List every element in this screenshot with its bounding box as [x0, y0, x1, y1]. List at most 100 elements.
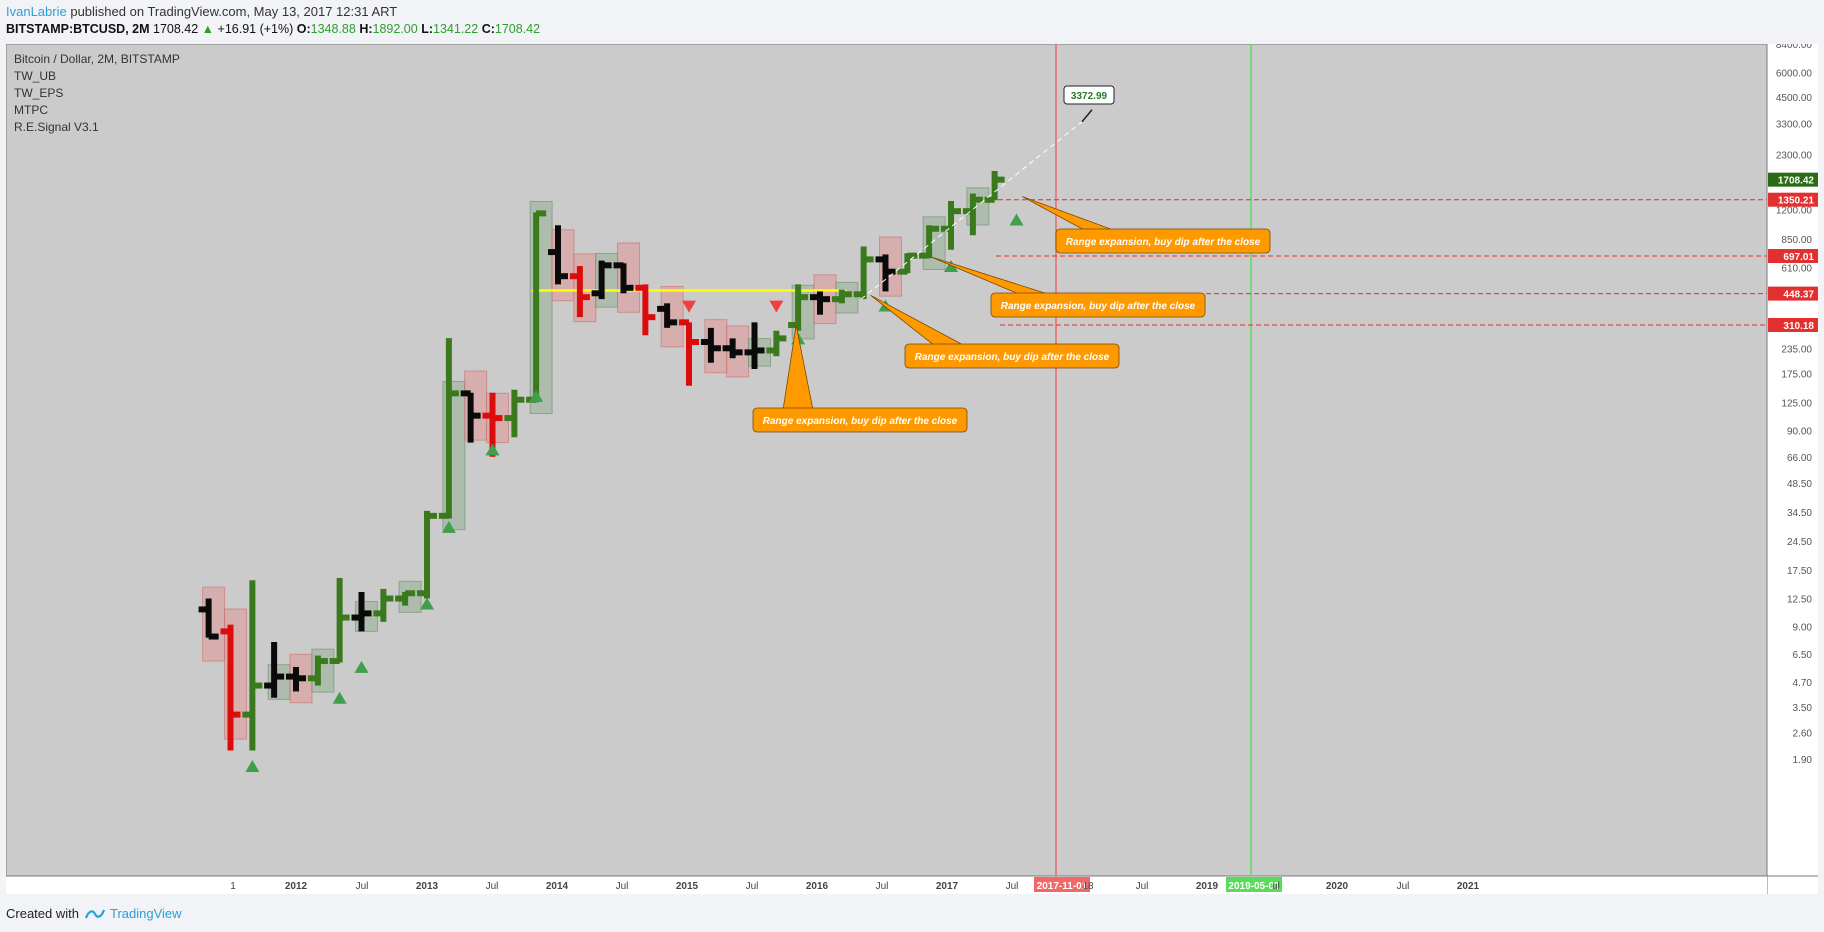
last-price-label: 1708.42 — [1778, 176, 1815, 187]
x-tick-label: 2016 — [806, 881, 829, 892]
y-tick-label: 1200.00 — [1776, 206, 1813, 217]
level-price-badge — [1768, 192, 1818, 207]
signal-up-arrow-icon — [245, 760, 260, 773]
level-price-label: 448.37 — [1783, 290, 1814, 301]
callout-text: Range expansion, buy dip after the close — [915, 352, 1110, 363]
level-price-label: 1350.21 — [1778, 196, 1815, 207]
callout-box[interactable] — [990, 292, 1206, 318]
signal-up-arrow-icon — [332, 691, 347, 704]
tradingview-link[interactable]: TradingView — [84, 906, 182, 921]
x-highlight-badge — [1226, 877, 1282, 892]
signal-up-arrow-icon — [529, 389, 544, 402]
level-price-badge — [1768, 286, 1818, 301]
callout-text: Range expansion, buy dip after the close — [763, 416, 958, 427]
author-link[interactable]: IvanLabrie — [6, 4, 67, 19]
y-tick-label: 90.00 — [1787, 426, 1812, 437]
x-highlight-label: 2019-05-01 — [1228, 881, 1280, 892]
level-price-label: 697.01 — [1783, 252, 1814, 263]
y-tick-label: 34.50 — [1787, 508, 1812, 519]
x-tick-label: 2017 — [936, 881, 959, 892]
open-value: 1348.88 — [310, 22, 356, 36]
target-label-box[interactable] — [1063, 85, 1115, 105]
published-text: published on TradingView.com, May 13, 20… — [70, 4, 398, 19]
chart-frame: Bitcoin / Dollar, 2M, BITSTAMP TW_UB TW_… — [5, 40, 1818, 894]
legend-tw-ub: TW_UB — [14, 69, 56, 83]
x-tick-label: 2014 — [546, 881, 569, 892]
low-value: 1341.22 — [433, 22, 479, 36]
symbol-label: BITSTAMP:BTCUSD, 2M — [6, 22, 150, 36]
up-arrow-icon: ▲ — [201, 22, 215, 36]
y-tick-label: 2.60 — [1793, 728, 1813, 739]
y-tick-label: 4.70 — [1793, 678, 1813, 689]
created-with-text: Created with — [6, 906, 79, 921]
y-tick-label: 175.00 — [1781, 370, 1812, 381]
price-change: +16.91 (+1%) — [217, 22, 294, 36]
x-tick-label: 1 — [230, 881, 236, 892]
y-tick-label: 17.50 — [1787, 566, 1812, 577]
x-tick-label: 2015 — [676, 881, 699, 892]
x-highlight-badge — [1034, 877, 1090, 892]
y-tick-label: 235.00 — [1781, 345, 1812, 356]
x-tick-label: Jul — [486, 881, 499, 892]
tradingview-logo-icon — [84, 909, 105, 918]
callout-text: Range expansion, buy dip after the close — [1066, 237, 1261, 248]
y-tick-label: 12.50 — [1787, 595, 1812, 606]
high-value: 1892.00 — [372, 22, 418, 36]
y-tick-label: 6000.00 — [1776, 69, 1813, 80]
x-tick-label: Jul — [1397, 881, 1410, 892]
y-tick-label: 9.00 — [1793, 623, 1813, 634]
legend-tw-eps: TW_EPS — [14, 86, 63, 100]
signal-up-arrow-icon — [944, 259, 958, 272]
legend-title: Bitcoin / Dollar, 2M, BITSTAMP — [14, 52, 180, 66]
level-price-badge — [1768, 249, 1818, 264]
low-label: L: — [421, 22, 434, 36]
x-highlight-label: 2017-11-01 — [1037, 881, 1088, 892]
x-tick-label: Jul — [1006, 881, 1019, 892]
publish-info: IvanLabrie published on TradingView.com,… — [6, 4, 397, 19]
signal-down-arrow-icon — [769, 300, 784, 313]
callout-text: Range expansion, buy dip after the close — [1001, 301, 1196, 312]
tradingview-brand-label: TradingView — [109, 906, 182, 921]
signal-up-arrow-icon — [485, 443, 500, 456]
signal-up-arrow-icon — [420, 597, 434, 610]
signal-up-arrow-icon — [441, 520, 456, 533]
footer: Created with TradingView — [6, 906, 182, 921]
level-price-label: 310.18 — [1783, 321, 1814, 332]
x-tick-label: Jul — [356, 881, 369, 892]
x-tick-label: Jul — [1136, 881, 1149, 892]
y-tick-label: 850.00 — [1781, 235, 1812, 246]
y-tick-label: 4500.00 — [1776, 93, 1813, 104]
y-tick-label: 3300.00 — [1776, 120, 1813, 131]
indicator-legend: Bitcoin / Dollar, 2M, BITSTAMP TW_UB TW_… — [14, 52, 180, 134]
callout-box[interactable] — [904, 343, 1120, 369]
target-pointer — [1081, 109, 1093, 123]
signal-down-arrow-icon — [682, 300, 696, 313]
time-axis[interactable] — [6, 876, 1767, 894]
close-label: C: — [481, 22, 495, 36]
x-tick-label: Jul — [616, 881, 629, 892]
signal-up-arrow-icon — [1009, 213, 1024, 226]
plot-area[interactable] — [5, 43, 1768, 877]
callout-box[interactable] — [752, 407, 968, 433]
close-value: 1708.42 — [494, 22, 541, 36]
x-tick-label: Jul — [876, 881, 889, 892]
y-tick-label: 1.90 — [1793, 755, 1813, 766]
target-label: 3372.99 — [1071, 91, 1108, 102]
y-tick-label: 125.00 — [1781, 398, 1812, 409]
high-label: H: — [359, 22, 373, 36]
y-tick-label: 24.50 — [1787, 537, 1812, 548]
y-tick-label: 8400.00 — [1776, 44, 1813, 51]
range-box — [617, 242, 640, 313]
x-tick-label: Jul — [746, 881, 759, 892]
price-chart[interactable]: Bitcoin / Dollar, 2M, BITSTAMP TW_UB TW_… — [5, 40, 1818, 894]
price-axis[interactable] — [1767, 44, 1818, 894]
y-tick-label: 2300.00 — [1776, 150, 1813, 161]
symbol-ohlc-line: BITSTAMP:BTCUSD, 2M 1708.42 ▲ +16.91 (+1… — [6, 22, 540, 36]
callout-box[interactable] — [1055, 228, 1271, 254]
level-price-badge — [1768, 317, 1818, 332]
y-tick-label: 6.50 — [1793, 650, 1813, 661]
range-box — [660, 285, 684, 348]
open-label: O: — [296, 22, 311, 36]
x-tick-label: 2021 — [1457, 881, 1480, 892]
signal-up-arrow-icon — [354, 660, 369, 673]
